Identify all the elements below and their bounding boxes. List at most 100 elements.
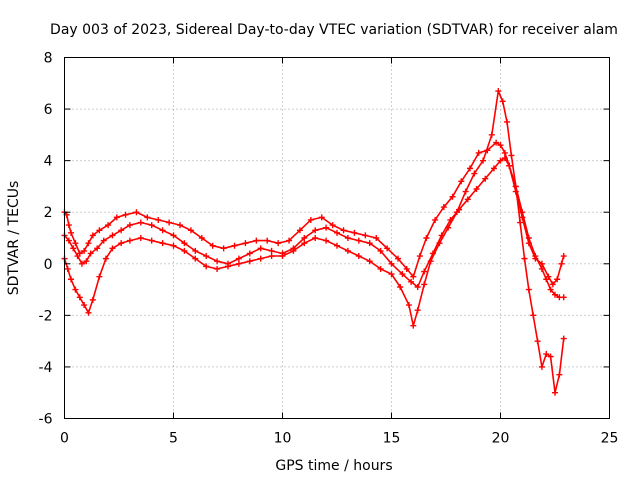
data-point	[423, 235, 429, 241]
data-point	[323, 238, 329, 244]
data-point	[160, 227, 166, 233]
data-point	[123, 212, 129, 218]
x-tick-label: 0	[60, 431, 69, 447]
data-point	[242, 240, 248, 246]
data-point	[504, 119, 510, 125]
data-point	[502, 150, 508, 156]
data-point	[138, 235, 144, 241]
series-trace-middle	[62, 155, 567, 300]
data-point	[345, 248, 351, 254]
data-point	[258, 245, 264, 251]
data-point	[138, 220, 144, 226]
data-point	[406, 302, 412, 308]
data-point	[160, 240, 166, 246]
data-point	[65, 266, 71, 272]
data-point	[421, 269, 427, 275]
y-tick-label: -2	[39, 308, 53, 324]
data-point	[415, 307, 421, 313]
data-point	[221, 245, 227, 251]
data-point	[539, 364, 545, 370]
series-line	[65, 91, 564, 393]
data-point	[247, 250, 253, 256]
data-point	[500, 98, 506, 104]
data-point	[232, 243, 238, 249]
data-point	[269, 248, 275, 254]
data-point	[334, 243, 340, 249]
data-point	[559, 261, 565, 267]
data-point	[561, 294, 567, 300]
data-point	[495, 88, 501, 94]
data-point	[334, 230, 340, 236]
data-point	[96, 274, 102, 280]
data-point	[149, 238, 155, 244]
chart-title: Day 003 of 2023, Sidereal Day-to-day VTE…	[50, 22, 618, 38]
x-tick-label: 25	[601, 431, 619, 447]
series-line	[65, 158, 564, 297]
data-point	[417, 253, 423, 259]
x-tick-label: 20	[492, 431, 510, 447]
data-point	[68, 230, 74, 236]
y-tick-label: 6	[44, 102, 53, 118]
data-point	[144, 214, 150, 220]
x-tick-label: 10	[274, 431, 292, 447]
data-point	[508, 152, 514, 158]
data-point	[269, 253, 275, 259]
data-point	[166, 220, 172, 226]
data-point	[68, 276, 74, 282]
data-point	[177, 222, 183, 228]
data-point	[517, 220, 523, 226]
data-point	[356, 253, 362, 259]
data-point	[149, 222, 155, 228]
y-tick-label: -6	[39, 412, 53, 428]
data-point	[356, 238, 362, 244]
data-point	[312, 235, 318, 241]
series-layer	[62, 88, 567, 396]
data-point	[214, 258, 220, 264]
y-axis-label: SDTVAR / TECUs	[6, 181, 22, 296]
data-point	[341, 227, 347, 233]
data-point	[561, 253, 567, 259]
data-point	[351, 230, 357, 236]
data-point	[203, 253, 209, 259]
data-point	[236, 261, 242, 267]
data-point	[236, 256, 242, 262]
x-tick-label: 15	[383, 431, 401, 447]
y-tick-label: 2	[44, 205, 53, 221]
y-tick-label: 4	[44, 154, 53, 170]
data-point	[530, 312, 536, 318]
series-trace-lower	[62, 88, 567, 396]
data-point	[410, 323, 416, 329]
x-axis-label: GPS time / hours	[275, 458, 392, 474]
chart: Day 003 of 2023, Sidereal Day-to-day VTE…	[0, 0, 640, 480]
data-point	[133, 209, 139, 215]
data-point	[214, 266, 220, 272]
data-point	[253, 238, 259, 244]
data-point	[90, 297, 96, 303]
data-point	[561, 336, 567, 342]
data-point	[155, 217, 161, 223]
data-point	[127, 238, 133, 244]
data-point	[421, 281, 427, 287]
data-point	[556, 372, 562, 378]
y-tick-label: 0	[44, 257, 53, 273]
data-point	[552, 390, 558, 396]
data-point	[489, 132, 495, 138]
data-point	[345, 235, 351, 241]
data-point	[323, 225, 329, 231]
data-point	[247, 258, 253, 264]
data-point	[85, 310, 91, 316]
data-point	[521, 256, 527, 262]
data-point	[526, 287, 532, 293]
series-line	[65, 143, 564, 285]
data-point	[258, 256, 264, 262]
data-point	[362, 232, 368, 238]
data-point	[535, 338, 541, 344]
series-trace-upper	[62, 140, 567, 288]
data-point	[171, 243, 177, 249]
y-tick-label: 8	[44, 51, 53, 67]
x-tick-label: 5	[169, 431, 178, 447]
data-point	[66, 222, 72, 228]
y-tick-label: -4	[39, 360, 53, 376]
data-point	[72, 240, 78, 246]
data-point	[275, 240, 281, 246]
